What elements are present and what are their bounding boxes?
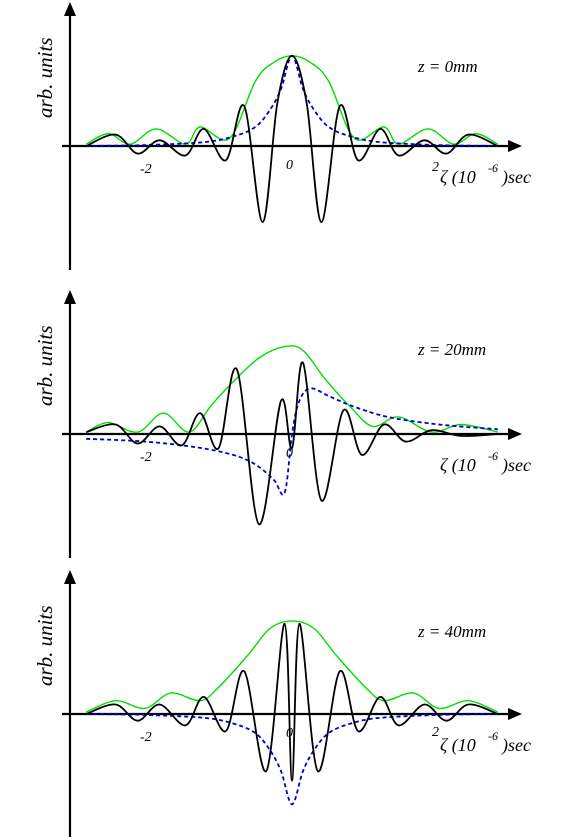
plot-area [85,345,498,526]
tick-label: 0 [286,446,293,461]
panel-z20: arb. units z = 20mm -2 0 ζ (10 -6 )sec [33,290,531,558]
panel-z0: arb. units z = 0mm -2 0 2 ζ (10 -6 )sec [33,2,531,270]
panel-label: z = 0mm [417,57,478,76]
series-line-envelope [85,620,499,713]
svg-text:-6: -6 [488,449,498,463]
svg-text:-6: -6 [488,161,498,175]
series-line-dotted [86,387,498,496]
plot-area [85,54,499,223]
series-line-oscillating [85,622,499,782]
svg-text:)sec: )sec [501,455,531,476]
tick-label: 0 [286,158,293,173]
plot-area [85,620,499,806]
tick-label: -2 [140,162,152,177]
svg-text:ζ (10: ζ (10 [440,455,476,476]
series-line-oscillating [85,361,498,526]
svg-text:)sec: )sec [501,167,531,188]
panel-label: z = 20mm [417,340,486,359]
svg-text:-6: -6 [488,729,498,743]
y-axis-arrow [64,570,76,584]
svg-text:ζ (10: ζ (10 [440,167,476,188]
x-axis-label: ζ (10 -6 )sec [440,161,531,188]
svg-text:)sec: )sec [501,735,531,756]
panel-z40: arb. units z = 40mm -2 0 2 ζ (10 -6 )sec [33,570,531,837]
y-axis-label: arb. units [33,325,57,406]
x-axis-arrow [508,428,522,440]
y-axis-label: arb. units [33,605,57,686]
tick-label: 2 [432,160,439,175]
tick-label: -2 [140,450,152,465]
x-axis-arrow [508,140,522,152]
svg-text:ζ (10: ζ (10 [440,735,476,756]
x-axis-label: ζ (10 -6 )sec [440,449,531,476]
y-axis-arrow [64,290,76,304]
series-line-dotted [86,713,498,806]
y-axis-label: arb. units [33,37,57,118]
series-line-oscillating [85,54,499,223]
tick-label: -2 [140,730,152,745]
tick-label: 2 [432,725,439,740]
x-axis-label: ζ (10 -6 )sec [440,729,531,756]
panel-label: z = 40mm [417,622,486,641]
x-axis-arrow [508,708,522,720]
y-axis-arrow [64,2,76,16]
